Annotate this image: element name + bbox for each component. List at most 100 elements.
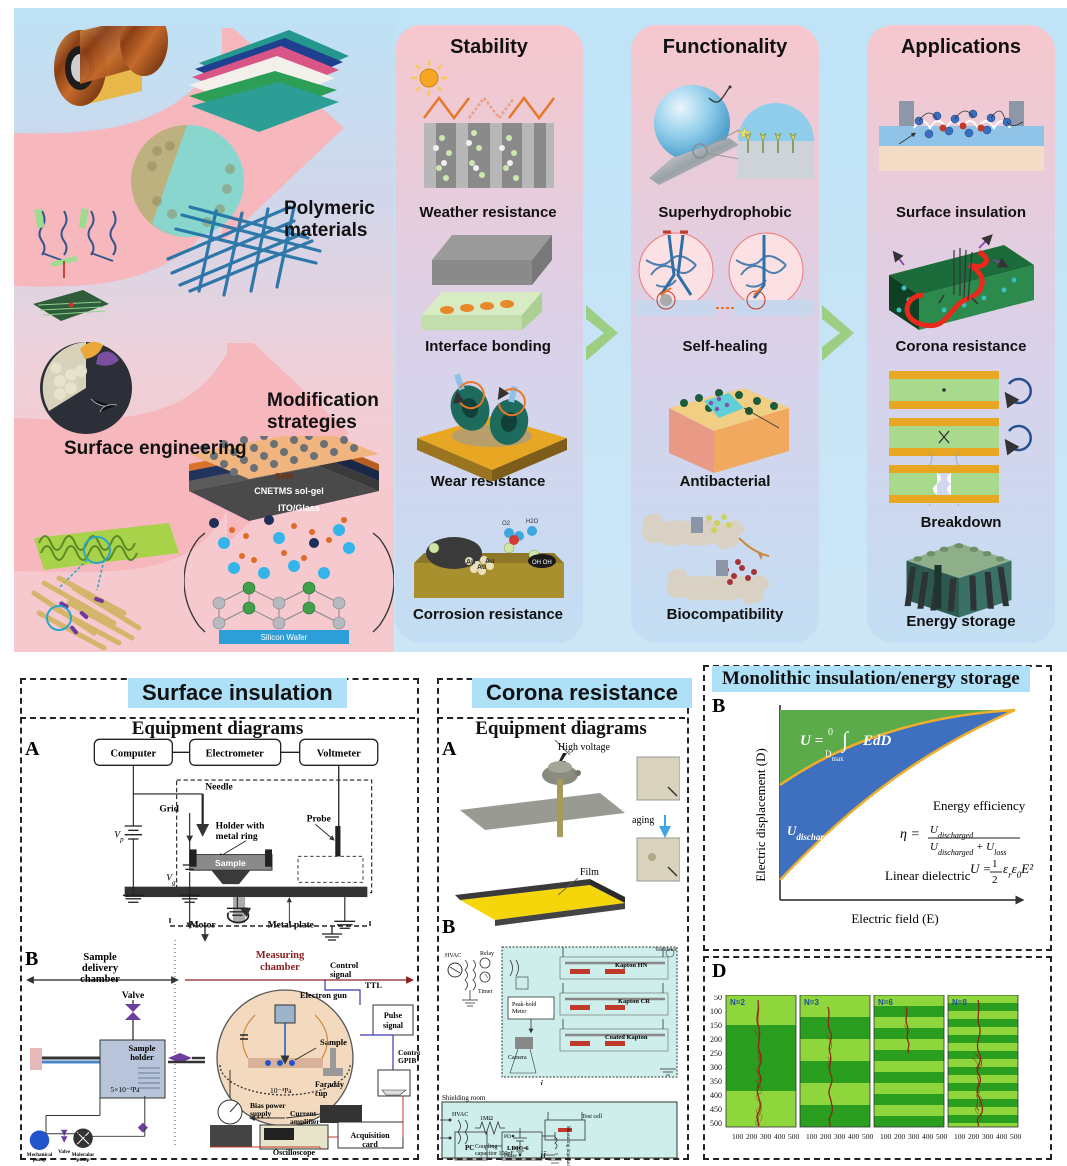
svg-text:signal: signal — [330, 969, 352, 979]
svg-text:Phase: Phase — [504, 1153, 517, 1159]
svg-text:50: 50 — [714, 995, 722, 1002]
svg-text:Vp: Vp — [114, 830, 124, 843]
svg-text:Kapton HN: Kapton HN — [615, 962, 648, 969]
svg-text:Valve: Valve — [58, 1149, 71, 1155]
svg-text:εrε0E²: εrε0E² — [1003, 861, 1034, 880]
svg-text:10⁻⁴Pa: 10⁻⁴Pa — [270, 1086, 292, 1095]
svg-text:500: 500 — [862, 1132, 874, 1141]
svg-text:Camera: Camera — [508, 1055, 527, 1061]
svg-text:450: 450 — [710, 1105, 722, 1114]
svg-text:N=2: N=2 — [730, 998, 745, 1007]
svg-text:EdD: EdD — [862, 733, 892, 749]
svg-text:Sample: Sample — [215, 858, 246, 868]
svg-text:Peak-hold: Peak-hold — [512, 1002, 536, 1008]
svg-text:300: 300 — [834, 1132, 846, 1141]
svg-text:Electric displacement (D): Electric displacement (D) — [753, 748, 768, 882]
svg-text:Udischarged + Uloss: Udischarged + Uloss — [930, 841, 1007, 857]
svg-text:400: 400 — [774, 1132, 786, 1141]
svg-text:500: 500 — [1010, 1132, 1022, 1141]
svg-text:High voltage: High voltage — [558, 742, 610, 753]
svg-text:Pulse: Pulse — [384, 1011, 403, 1020]
svg-text:Acquisition: Acquisition — [350, 1131, 390, 1140]
svg-text:Measuring: Measuring — [256, 950, 305, 961]
svg-text:delivery: delivery — [82, 963, 119, 974]
svg-text:Electrometer: Electrometer — [206, 749, 264, 760]
svg-text:SAM: SAM — [275, 472, 293, 481]
svg-text:Valve: Valve — [122, 991, 144, 1001]
svg-text:Electric field (E): Electric field (E) — [851, 911, 938, 926]
svg-text:metal ring: metal ring — [216, 832, 258, 842]
svg-text:100: 100 — [880, 1132, 892, 1141]
svg-text:Holder with: Holder with — [216, 822, 265, 832]
svg-text:Au: Au — [485, 558, 494, 565]
svg-text:aging: aging — [632, 815, 654, 826]
svg-text:Film: Film — [580, 867, 599, 878]
svg-text:0: 0 — [828, 727, 833, 738]
svg-text:supply: supply — [250, 1109, 272, 1118]
svg-text:signal: signal — [383, 1021, 404, 1030]
svg-text:Measuring impedance: Measuring impedance — [565, 1126, 570, 1166]
svg-text:LDIC-6: LDIC-6 — [507, 1145, 529, 1152]
svg-text:chamber: chamber — [80, 974, 120, 985]
svg-text:300: 300 — [760, 1132, 772, 1141]
svg-text:O2: O2 — [502, 521, 511, 527]
svg-text:300: 300 — [908, 1132, 920, 1141]
svg-text:500: 500 — [788, 1132, 800, 1141]
svg-text:N=3: N=3 — [804, 998, 819, 1007]
svg-text:pump: pump — [77, 1157, 90, 1163]
svg-text:200: 200 — [968, 1132, 980, 1141]
svg-text:OH OH: OH OH — [532, 560, 552, 566]
svg-text:100: 100 — [710, 1007, 722, 1016]
svg-text:card: card — [362, 1140, 378, 1149]
svg-text:PC: PC — [465, 1144, 474, 1152]
svg-text:400: 400 — [922, 1132, 934, 1141]
svg-text:200: 200 — [710, 1035, 722, 1044]
svg-text:Relay: Relay — [480, 951, 494, 957]
svg-text:pump: pump — [33, 1157, 46, 1163]
svg-text:150: 150 — [710, 1021, 722, 1030]
svg-text:250: 250 — [710, 1049, 722, 1058]
svg-text:Sample: Sample — [83, 952, 117, 963]
svg-text:η =: η = — [900, 827, 920, 842]
svg-text:H2O: H2O — [526, 519, 539, 525]
svg-text:200: 200 — [894, 1132, 906, 1141]
svg-text:chamber: chamber — [260, 962, 300, 973]
svg-text:Uloss: Uloss — [865, 811, 889, 830]
svg-text:Coated Kapton: Coated Kapton — [605, 1034, 648, 1041]
svg-text:holder: holder — [130, 1052, 154, 1062]
svg-text:Probe: Probe — [307, 815, 331, 825]
svg-text:100: 100 — [954, 1132, 966, 1141]
svg-text:200: 200 — [746, 1132, 758, 1141]
svg-text:Needle: Needle — [205, 783, 232, 793]
svg-text:100: 100 — [732, 1132, 744, 1141]
svg-text:Silicon Wafer: Silicon Wafer — [261, 633, 308, 642]
svg-text:Sample: Sample — [320, 1037, 347, 1047]
svg-text:Au: Au — [477, 564, 486, 571]
svg-text:U =: U = — [970, 861, 991, 876]
svg-text:cup: cup — [315, 1089, 328, 1098]
svg-text:HVAC: HVAC — [445, 953, 461, 959]
svg-text:N=8: N=8 — [952, 998, 967, 1007]
svg-text:100: 100 — [806, 1132, 818, 1141]
svg-text:Vg: Vg — [166, 874, 176, 887]
svg-text:Ventilator: Ventilator — [655, 947, 677, 953]
svg-text:Meter: Meter — [512, 1009, 526, 1015]
svg-text:Electron gun: Electron gun — [300, 990, 347, 1000]
svg-text:Au: Au — [466, 559, 475, 566]
svg-text:GPIB: GPIB — [398, 1056, 416, 1065]
svg-text:Linear dielectric: Linear dielectric — [885, 868, 971, 883]
svg-text:TTL: TTL — [365, 980, 382, 990]
svg-text:CNETMS sol-gel: CNETMS sol-gel — [254, 486, 324, 496]
svg-text:Kapton CR: Kapton CR — [618, 998, 650, 1005]
svg-text:Voltmeter: Voltmeter — [317, 749, 361, 760]
svg-text:2: 2 — [992, 874, 998, 886]
svg-text:1: 1 — [992, 858, 998, 870]
svg-text:300: 300 — [982, 1132, 994, 1141]
svg-text:500: 500 — [710, 1119, 722, 1128]
svg-text:Oscilloscope: Oscilloscope — [273, 1148, 316, 1157]
svg-text:200: 200 — [820, 1132, 832, 1141]
svg-text:Faraday: Faraday — [315, 1080, 344, 1089]
svg-text:U =: U = — [800, 733, 823, 749]
svg-text:300: 300 — [710, 1063, 722, 1072]
svg-text:Energy efficiency: Energy efficiency — [933, 798, 1026, 813]
